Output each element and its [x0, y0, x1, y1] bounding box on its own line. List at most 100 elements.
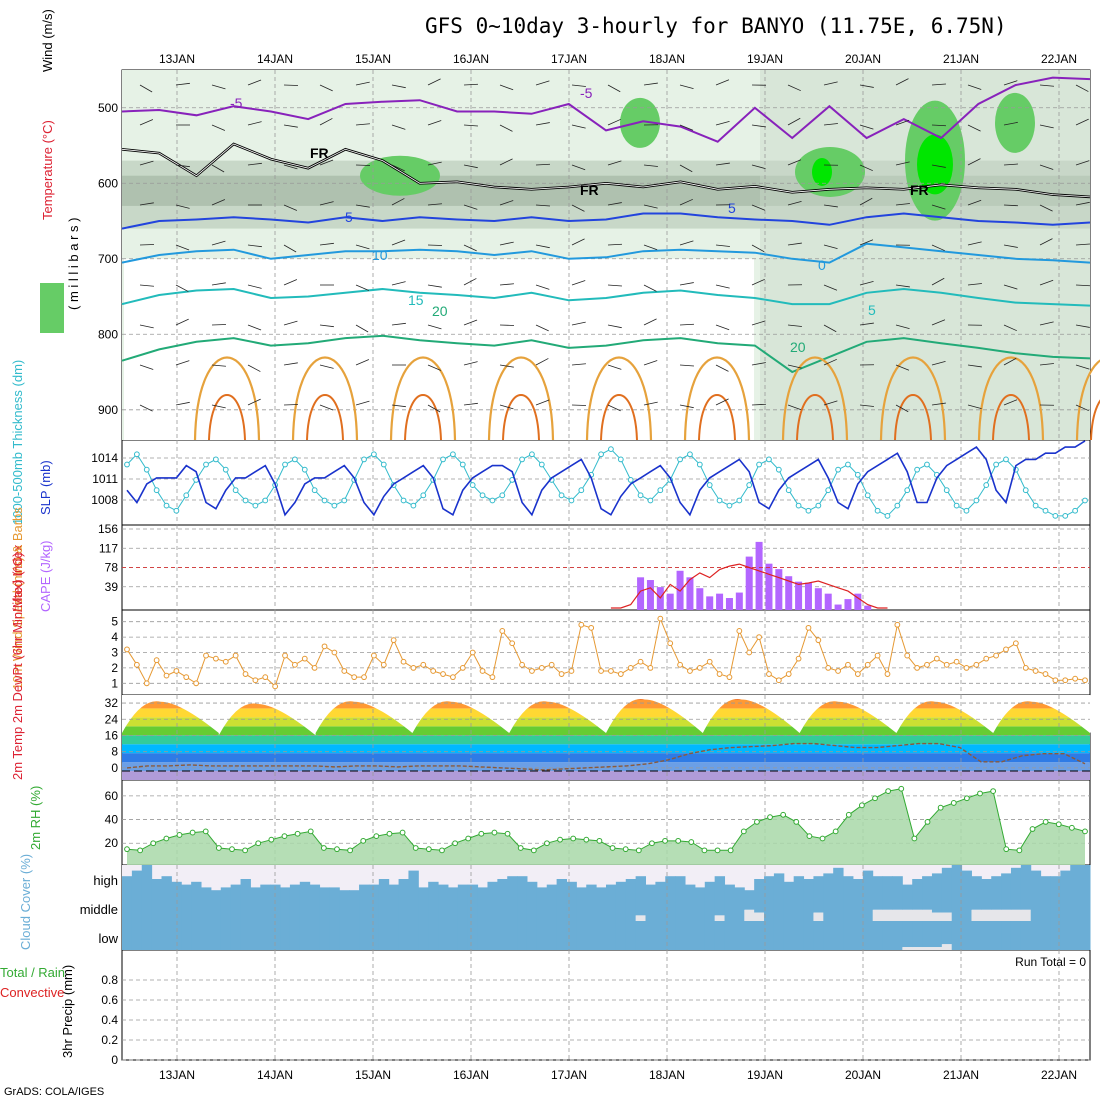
thickness-point — [637, 492, 644, 499]
wind-barb — [427, 203, 442, 206]
cloud-low-bar — [882, 921, 893, 950]
cloud-middle-clear — [744, 909, 755, 921]
rh2m-point — [412, 845, 419, 851]
wind-barb — [859, 280, 874, 286]
wind-barb — [319, 118, 333, 126]
boundary-layer-contour — [193, 356, 261, 441]
wind-speed-point — [380, 661, 387, 668]
wind-barb — [1003, 121, 1018, 126]
wind-axis-title: 10m Wind Speed (m/s) & Barbs — [10, 507, 25, 690]
thickness-point — [153, 487, 160, 494]
cloud-middle-bar — [981, 893, 992, 910]
thickness-point — [864, 492, 871, 499]
cloud-middle-bar — [457, 893, 469, 921]
cloud-middle-clear — [902, 909, 913, 921]
cloud-high-bar — [625, 879, 637, 893]
rh-saturated-blob — [917, 134, 953, 195]
cloud-high-bar — [388, 884, 400, 893]
rh2m-point — [583, 836, 590, 843]
cloud-middle-clear — [1001, 909, 1012, 921]
wind-barb — [751, 362, 766, 366]
wind-speed-point — [203, 652, 209, 659]
cloud-low-bar — [793, 921, 805, 950]
rh2m-point — [215, 845, 222, 851]
cloud-middle-bar — [447, 893, 459, 921]
cloud-low-bar — [1001, 921, 1012, 950]
thickness-label: 1000-500mb Thickness (dm) — [10, 360, 25, 525]
cloud-low-bar — [773, 921, 785, 950]
wind-speed-point — [371, 652, 377, 659]
thickness-point — [1042, 507, 1049, 514]
cloud-low-bar — [922, 921, 933, 948]
cloud-high-bar — [596, 887, 607, 893]
cape-bar — [696, 588, 704, 610]
wind-barb — [679, 84, 694, 90]
cloud-high-bar — [141, 865, 153, 893]
y-tick-label: 0.8 — [101, 973, 118, 987]
cloud-middle-bar — [991, 893, 1002, 910]
wind-barb — [463, 319, 478, 326]
rh2m-point — [491, 829, 498, 836]
wind-speed-point — [775, 677, 782, 684]
wind-speed-point — [687, 668, 693, 674]
cloud-low-bar — [289, 921, 301, 950]
cloud-high-bar — [754, 879, 765, 893]
wind-barb — [607, 364, 622, 370]
wind-barb — [211, 240, 226, 246]
rh2m-point — [596, 837, 603, 844]
cape-bar — [864, 605, 872, 610]
cloud-high-bar — [764, 876, 775, 893]
thickness-point — [983, 482, 990, 488]
cloud-high-bar — [122, 876, 133, 893]
wind-barb — [571, 321, 586, 326]
y-tick-label: 60 — [105, 789, 119, 803]
wind-barb — [427, 404, 441, 413]
wind-barb — [1039, 164, 1054, 170]
wind-barb — [823, 81, 838, 86]
rh2m-point — [268, 836, 275, 843]
wind-barb — [931, 83, 946, 86]
contour-label: FR — [910, 182, 929, 198]
cloud-low-bar — [368, 921, 380, 950]
cloud-middle-bar — [645, 893, 656, 921]
cloud-middle-bar — [596, 893, 607, 921]
wind-barb — [355, 324, 369, 333]
cloud-middle-bar — [477, 893, 488, 921]
thickness-point — [894, 502, 901, 509]
wind-speed-point — [795, 655, 802, 662]
cloud-middle-clear — [892, 909, 903, 921]
cloud-middle-bar — [240, 893, 251, 921]
wind-barb — [499, 124, 513, 132]
cloud-high-bar — [1010, 867, 1022, 893]
thickness-point — [1082, 497, 1088, 504]
cloud-low-bar — [517, 921, 528, 950]
cloud-high-bar — [240, 879, 251, 893]
cloud-high-bar — [675, 876, 686, 893]
cloud-middle-bar — [260, 893, 271, 921]
thickness-point — [558, 492, 565, 499]
cloud-middle-clear — [971, 909, 982, 921]
cloud-low-bar — [764, 921, 775, 950]
rh2m-point — [898, 785, 905, 792]
cloud-level-label: middle — [80, 902, 118, 917]
cloud-high-bar — [981, 879, 992, 893]
y-tick-label: 0 — [111, 1053, 118, 1067]
thickness-point — [617, 456, 624, 463]
cloud-high-bar — [457, 884, 469, 893]
cloud-high-bar — [299, 881, 311, 893]
wind-barb — [643, 360, 658, 366]
cloud-middle-bar — [280, 893, 291, 921]
thickness-point — [331, 502, 338, 509]
cloud-middle-bar — [122, 893, 133, 921]
cloud-middle-bar — [912, 893, 923, 910]
wind-speed-point — [361, 674, 367, 681]
cloud-low-bar — [941, 921, 953, 945]
cloud-high-bar — [872, 876, 884, 893]
thickness-point — [1003, 456, 1009, 463]
wind-speed-point — [479, 668, 486, 674]
cloud-low-clear — [931, 947, 943, 950]
wind-barb — [247, 121, 262, 126]
cloud-low-bar — [1020, 921, 1032, 950]
wind-label: 10m Wind Speed (m/s) & Barbs — [10, 507, 25, 690]
cloud-middle-clear — [912, 909, 923, 921]
